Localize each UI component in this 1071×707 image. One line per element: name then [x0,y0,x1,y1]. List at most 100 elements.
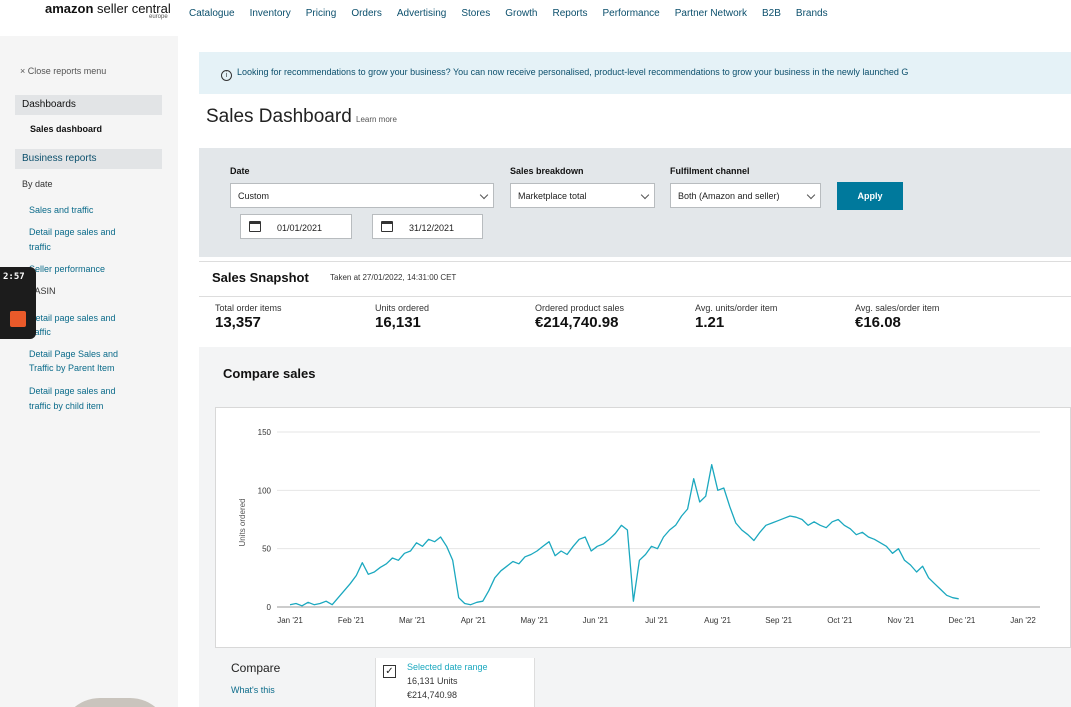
webcam-avatar [60,698,170,707]
x-tick-label: Oct '21 [827,616,853,625]
y-tick-label: 100 [258,486,272,495]
y-tick-label: 150 [258,428,272,437]
by-date-heading: By date [22,179,53,189]
metric-label: Avg. sales/order item [855,303,940,313]
sidebar-item-child-item-cont[interactable]: traffic by child item [29,401,104,411]
nav-growth[interactable]: Growth [505,8,538,19]
metric-label: Units ordered [375,303,430,313]
apply-button[interactable]: Apply [837,182,903,210]
banner-text[interactable]: Looking for recommendations to grow your… [237,67,909,77]
stop-recording-icon[interactable] [10,311,26,327]
timer-text: 2:57 [3,272,25,282]
date-range-select[interactable]: Custom [230,183,494,208]
y-tick-label: 0 [267,603,272,612]
x-tick-label: Feb '21 [338,616,365,625]
sidebar-item-asin-detail[interactable]: Detail page sales and [29,313,116,323]
metric-label: Total order items [215,303,282,313]
nav-inventory[interactable]: Inventory [249,8,291,19]
x-tick-label: Jul '21 [645,616,668,625]
x-tick-label: Aug '21 [704,616,731,625]
sidebar-item-parent-item-cont[interactable]: Traffic by Parent Item [29,363,115,373]
x-tick-label: Mar '21 [399,616,426,625]
x-tick-label: Nov '21 [887,616,914,625]
metric-avg-sales-per-item: Avg. sales/order item €16.08 [855,303,939,331]
nav-brands[interactable]: Brands [795,8,828,19]
metric-units-ordered: Units ordered 16,131 [375,303,429,331]
sidebar-item-detail-page-sales-traffic-cont[interactable]: traffic [29,242,51,252]
end-date-value: 31/12/2021 [409,223,455,233]
fulfilment-channel-value: Both (Amazon and seller) [678,191,780,201]
seller-central-logo[interactable]: amazon seller central europe [45,0,171,20]
logo-brand: amazon [45,1,94,16]
series-line [289,464,959,607]
metric-value: 16,131 [375,314,421,331]
page-title: Sales Dashboard [206,106,352,127]
sidebar-item-sales-dashboard[interactable]: Sales dashboard [30,124,103,134]
metric-value: €214,740.98 [535,314,619,331]
chevron-down-icon [806,190,816,200]
y-tick-label: 50 [262,545,271,554]
whats-this-link[interactable]: What's this [231,685,275,695]
compare-label: Compare [231,661,281,675]
snapshot-title: Sales Snapshot [212,270,309,285]
calendar-icon[interactable] [381,221,393,232]
x-tick-label: Jan '21 [277,616,303,625]
legend-selected-range [375,658,535,707]
metric-ordered-product-sales: Ordered product sales €214,740.98 [535,303,624,331]
nav-reports[interactable]: Reports [552,8,588,19]
info-icon: i [221,70,232,81]
nav-stores[interactable]: Stores [461,8,491,19]
legend-title: Selected date range [407,662,488,672]
business-reports-heading[interactable]: Business reports [15,149,162,169]
x-tick-label: Jun '21 [583,616,609,625]
sidebar-item-detail-page-sales-traffic[interactable]: Detail page sales and [29,227,116,237]
start-date-value: 01/01/2021 [277,223,323,233]
nav-orders[interactable]: Orders [351,8,382,19]
sidebar-item-seller-performance[interactable]: Seller performance [29,264,106,274]
close-reports-menu-button[interactable]: × Close reports menu [20,66,107,76]
end-date-input[interactable]: 31/12/2021 [372,214,483,239]
metric-avg-units-per-item: Avg. units/order item 1.21 [695,303,777,331]
sales-breakdown-value: Marketplace total [518,191,587,201]
metric-label: Avg. units/order item [695,303,778,313]
chevron-down-icon [640,190,650,200]
date-range-value: Custom [238,191,270,201]
metric-value: €16.08 [855,314,901,331]
nav-partner-network[interactable]: Partner Network [674,8,747,19]
start-date-input[interactable]: 01/01/2021 [240,214,352,239]
main-menu: Catalogue Inventory Pricing Orders Adver… [189,8,843,19]
metric-value: 13,357 [215,314,261,331]
sales-breakdown-label: Sales breakdown [510,166,584,176]
sidebar-item-asin-detail-cont[interactable]: traffic [29,327,51,337]
recording-timer: 2:57 [0,267,36,339]
legend-units: 16,131 Units [407,676,458,686]
dashboards-heading[interactable]: Dashboards [15,95,162,115]
sidebar-item-sales-and-traffic[interactable]: Sales and traffic [29,205,94,215]
nav-catalogue[interactable]: Catalogue [189,8,235,19]
legend-sales: €214,740.98 [407,690,458,700]
nav-performance[interactable]: Performance [602,8,660,19]
sales-breakdown-select[interactable]: Marketplace total [510,183,655,208]
fulfilment-channel-select[interactable]: Both (Amazon and seller) [670,183,821,208]
nav-advertising[interactable]: Advertising [396,8,447,19]
chevron-down-icon [479,190,489,200]
sidebar-item-parent-item[interactable]: Detail Page Sales and [29,349,119,359]
logo-region: europe [149,14,168,20]
chart-container [215,407,1071,648]
nav-b2b[interactable]: B2B [762,8,781,19]
fulfilment-channel-label: Fulfilment channel [670,166,750,176]
x-tick-label: Sep '21 [765,616,792,625]
learn-more-link[interactable]: Learn more [356,115,397,124]
metric-value: 1.21 [695,314,725,331]
compare-sales-title: Compare sales [223,366,316,381]
y-axis-label: Units ordered [238,498,247,546]
units-ordered-chart: 0 50 100 150 Units ordered Jan '21 Feb '21 Mar … [238,428,1040,625]
x-tick-label: May '21 [520,616,548,625]
logo-product: seller central [93,1,171,16]
calendar-icon[interactable] [249,221,261,232]
nav-pricing[interactable]: Pricing [305,8,337,19]
top-navigation: amazon seller central europe Catalogue I… [0,0,1071,30]
by-asin-heading: By ASIN [22,286,56,296]
selected-range-checkbox[interactable]: ✓ [383,665,396,678]
sidebar-item-child-item[interactable]: Detail page sales and [29,386,116,396]
